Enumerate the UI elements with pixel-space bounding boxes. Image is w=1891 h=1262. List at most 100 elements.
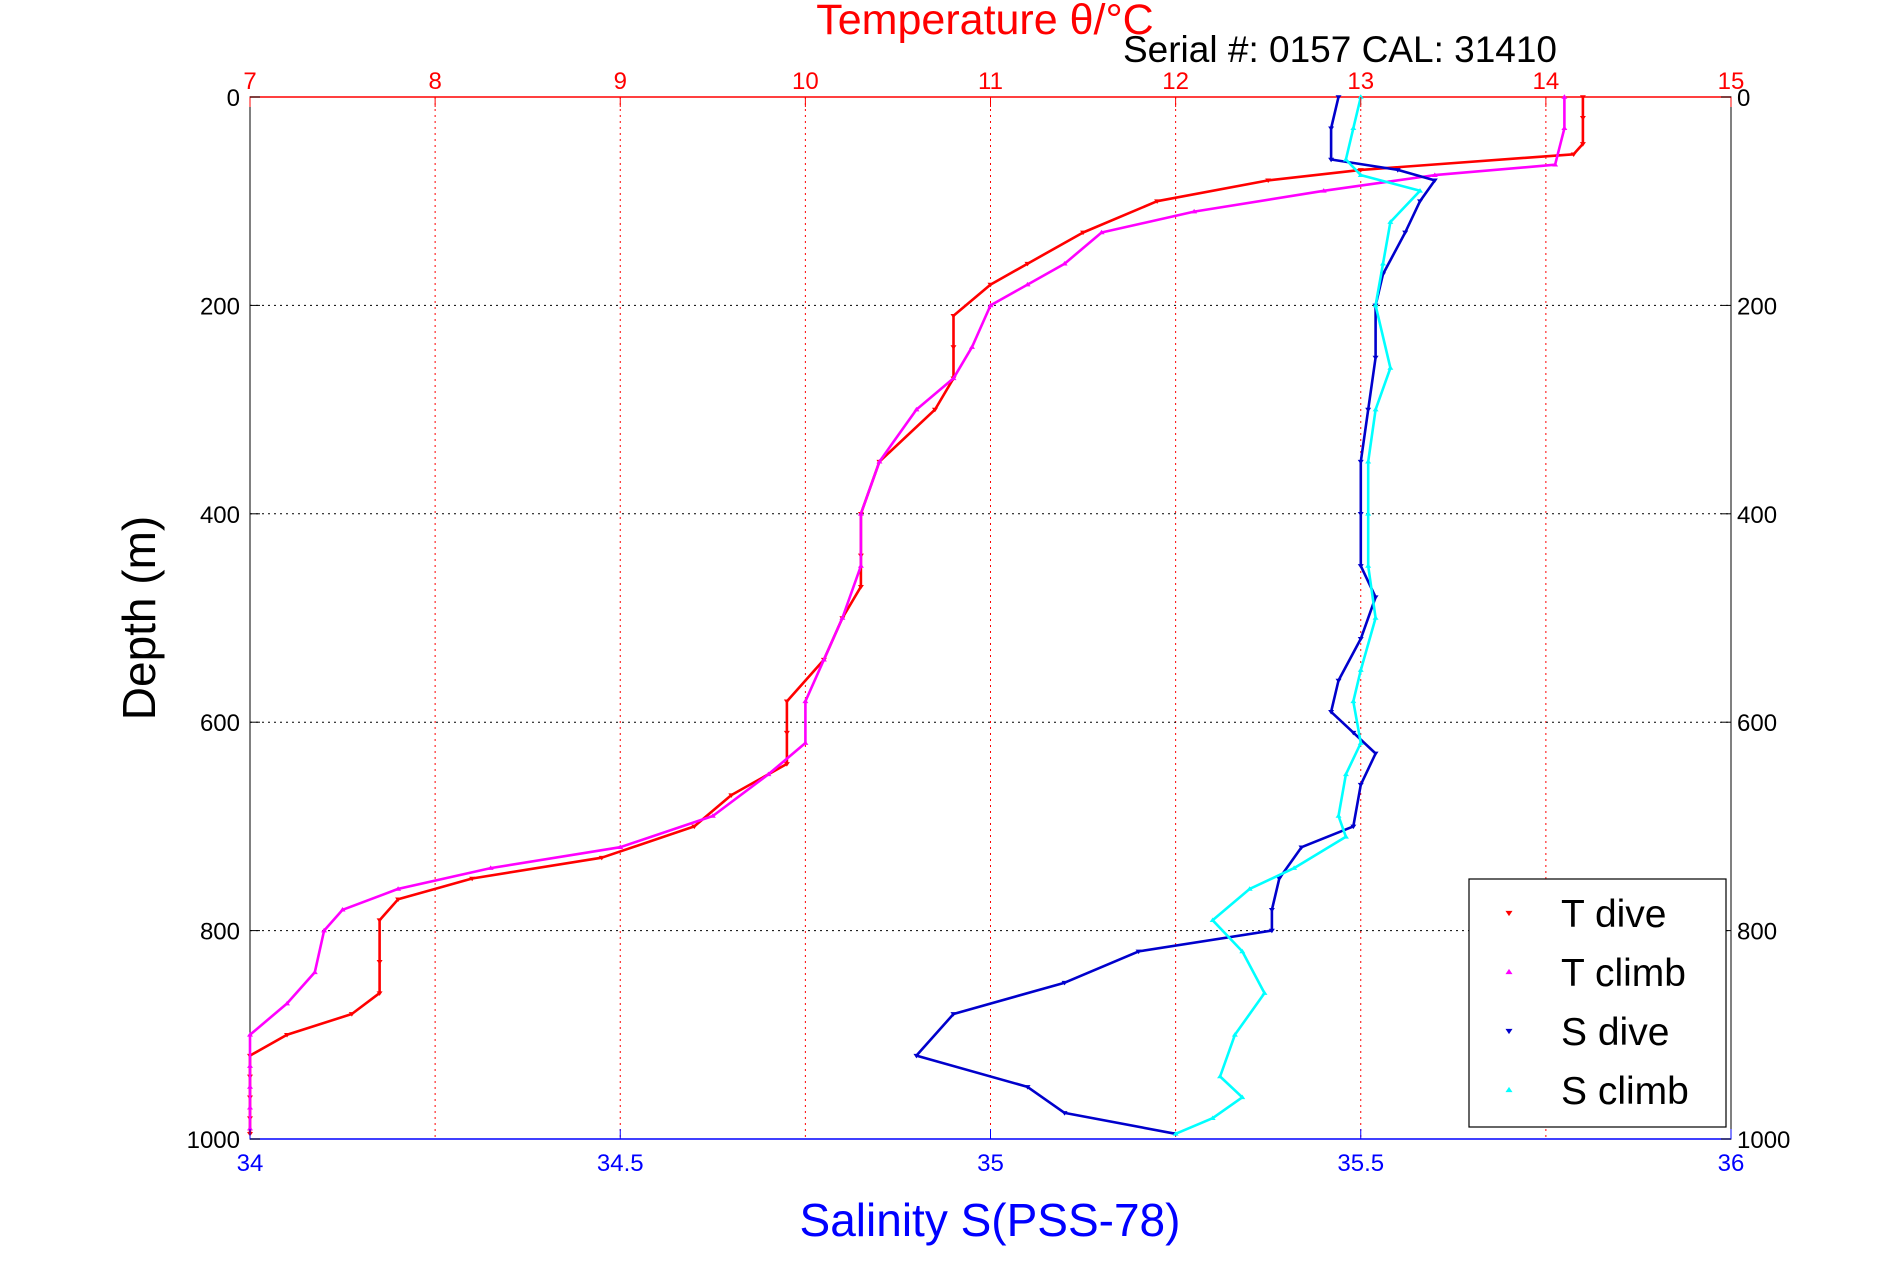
data-point xyxy=(950,375,957,381)
data-point xyxy=(1379,261,1386,266)
right-depth-tick-label: 800 xyxy=(1737,919,1777,946)
right-depth-tick-label: 600 xyxy=(1737,710,1777,737)
series-line xyxy=(248,97,1566,1129)
data-point xyxy=(1416,199,1423,204)
data-point xyxy=(857,584,864,590)
legend: T dive T climb S dive S climb xyxy=(1468,878,1727,1128)
data-point xyxy=(1328,709,1335,715)
top-tick-label: 9 xyxy=(614,68,627,95)
data-point xyxy=(765,771,772,777)
data-point xyxy=(1276,876,1283,882)
data-point xyxy=(376,918,383,923)
data-point xyxy=(839,615,846,620)
data-point xyxy=(820,656,827,662)
data-point xyxy=(1350,125,1357,131)
data-point xyxy=(1268,907,1275,913)
data-point xyxy=(395,886,402,891)
y-axis-label: Depth (m) xyxy=(113,516,165,720)
data-point xyxy=(1342,834,1349,839)
bottom-tick-label: 35 xyxy=(977,1150,1004,1177)
legend-label: S dive xyxy=(1561,1011,1669,1054)
top-tick-label: 13 xyxy=(1347,68,1374,95)
data-point xyxy=(1320,188,1327,193)
top-tick-label: 12 xyxy=(1162,68,1189,95)
data-point xyxy=(1357,740,1364,745)
data-point xyxy=(1357,168,1364,173)
data-point xyxy=(1357,512,1364,517)
left-depth-tick-label: 600 xyxy=(200,710,240,737)
data-point xyxy=(987,282,994,288)
legend-label: T climb xyxy=(1561,952,1686,995)
legend-label: S climb xyxy=(1561,1070,1689,1113)
data-point xyxy=(1561,125,1568,131)
bottom-tick-label: 35.5 xyxy=(1337,1150,1384,1177)
bottom-tick-label: 36 xyxy=(1718,1150,1745,1177)
data-point xyxy=(1024,281,1031,287)
data-point xyxy=(1561,94,1568,99)
data-point xyxy=(348,1012,355,1017)
data-point xyxy=(783,730,790,736)
data-point xyxy=(1365,563,1372,568)
data-point xyxy=(1268,928,1275,934)
data-point xyxy=(1357,459,1364,465)
data-point xyxy=(1431,178,1438,184)
series-s-dive xyxy=(913,95,1438,1137)
top-tick-label: 15 xyxy=(1718,68,1745,95)
data-point xyxy=(247,1032,253,1037)
data-point xyxy=(1416,188,1423,193)
data-point xyxy=(1579,95,1586,100)
series-t-climb xyxy=(247,94,1568,1131)
data-point xyxy=(1024,1085,1031,1090)
data-point xyxy=(1342,771,1349,777)
data-point xyxy=(968,344,975,349)
data-point xyxy=(913,1053,920,1059)
data-point xyxy=(691,824,698,830)
data-point xyxy=(376,960,383,965)
legend-marker xyxy=(1505,968,1513,975)
data-point xyxy=(1372,302,1379,308)
data-point xyxy=(1209,1115,1216,1120)
right-depth-tick-label: 400 xyxy=(1737,502,1777,529)
data-point xyxy=(1579,142,1586,147)
right-depth-tick-label: 200 xyxy=(1737,293,1777,320)
data-point xyxy=(1570,152,1577,158)
data-point xyxy=(469,876,476,882)
data-point xyxy=(311,969,318,975)
top-tick-label: 10 xyxy=(792,68,819,95)
data-point xyxy=(1357,637,1364,642)
data-point xyxy=(1387,219,1394,224)
legend-label: T dive xyxy=(1561,893,1667,936)
data-point xyxy=(1335,678,1342,684)
top-tick-label: 7 xyxy=(243,68,256,95)
data-point xyxy=(1080,230,1087,236)
data-point xyxy=(247,1063,253,1068)
data-point xyxy=(1239,948,1246,954)
data-point xyxy=(1350,824,1357,830)
data-point xyxy=(1357,172,1364,177)
data-point xyxy=(857,563,864,568)
data-point xyxy=(1372,355,1379,361)
data-point xyxy=(1154,199,1161,204)
data-point xyxy=(1061,261,1068,266)
serial-calibration-label: Serial #: 0157 CAL: 31410 xyxy=(1123,29,1557,70)
data-point xyxy=(395,897,402,903)
data-point xyxy=(802,698,809,704)
legend-marker xyxy=(1505,910,1513,917)
data-point xyxy=(247,1125,253,1131)
data-point xyxy=(247,1084,253,1089)
data-point xyxy=(1342,156,1349,162)
bottom-tick-label: 34.5 xyxy=(597,1150,644,1177)
data-point xyxy=(1291,865,1298,870)
chart-title: Temperature θ/°C xyxy=(816,0,1153,44)
data-point xyxy=(339,907,346,912)
left-depth-tick-label: 800 xyxy=(200,919,240,946)
data-point xyxy=(950,1012,957,1017)
data-point xyxy=(1328,157,1335,163)
data-point xyxy=(950,345,957,350)
data-point xyxy=(1298,845,1305,850)
series-s-climb xyxy=(1172,94,1423,1136)
data-point xyxy=(913,406,920,412)
data-point xyxy=(1357,564,1364,569)
x-axis-label: Salinity S(PSS-78) xyxy=(800,1194,1181,1246)
